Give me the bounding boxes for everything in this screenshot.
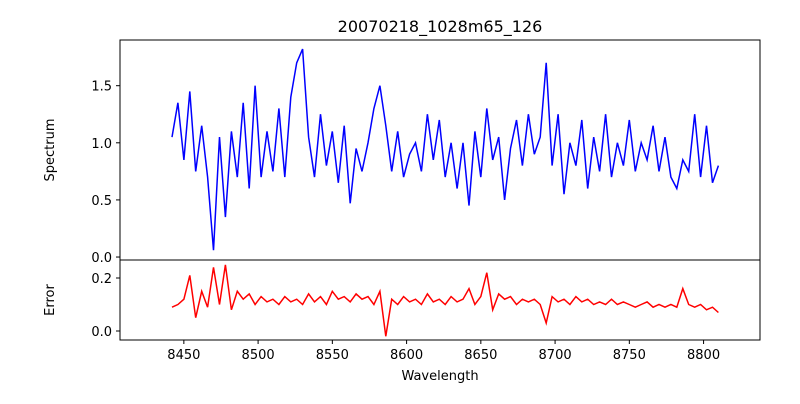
x-tick-label: 8500: [242, 348, 275, 363]
y-tick-label: 1.5: [91, 80, 112, 95]
chart-title: 20070218_1028m65_126: [338, 17, 543, 37]
spectrum-ylabel: Spectrum: [43, 119, 58, 182]
x-tick-label: 8600: [390, 348, 423, 363]
y-tick-label: 0.2: [91, 272, 112, 287]
y-tick-label: 0.5: [91, 194, 112, 209]
x-tick-label: 8700: [539, 348, 572, 363]
error-ylabel: Error: [43, 284, 58, 316]
x-axis-label: Wavelength: [401, 369, 478, 384]
y-tick-label: 0.0: [91, 251, 112, 266]
x-tick-label: 8750: [613, 348, 646, 363]
axes-frame: [119, 259, 761, 341]
x-tick-label: 8650: [464, 348, 497, 363]
y-tick-label: 0.0: [91, 325, 112, 340]
axes-frame: [119, 39, 761, 261]
x-tick-label: 8450: [167, 348, 200, 363]
x-tick-label: 8550: [316, 348, 349, 363]
error-axes: 0.0 0.2 8450 8500 8550 8600 8650 8700 8750 8800: [91, 259, 761, 363]
x-tick-label: 8800: [687, 348, 720, 363]
y-tick-label: 1.0: [91, 137, 112, 152]
error-series-line: [171, 264, 719, 337]
spectrum-axes: 0.0 0.5 1.0 1.5: [91, 39, 761, 266]
spectrum-series-line: [171, 48, 720, 251]
